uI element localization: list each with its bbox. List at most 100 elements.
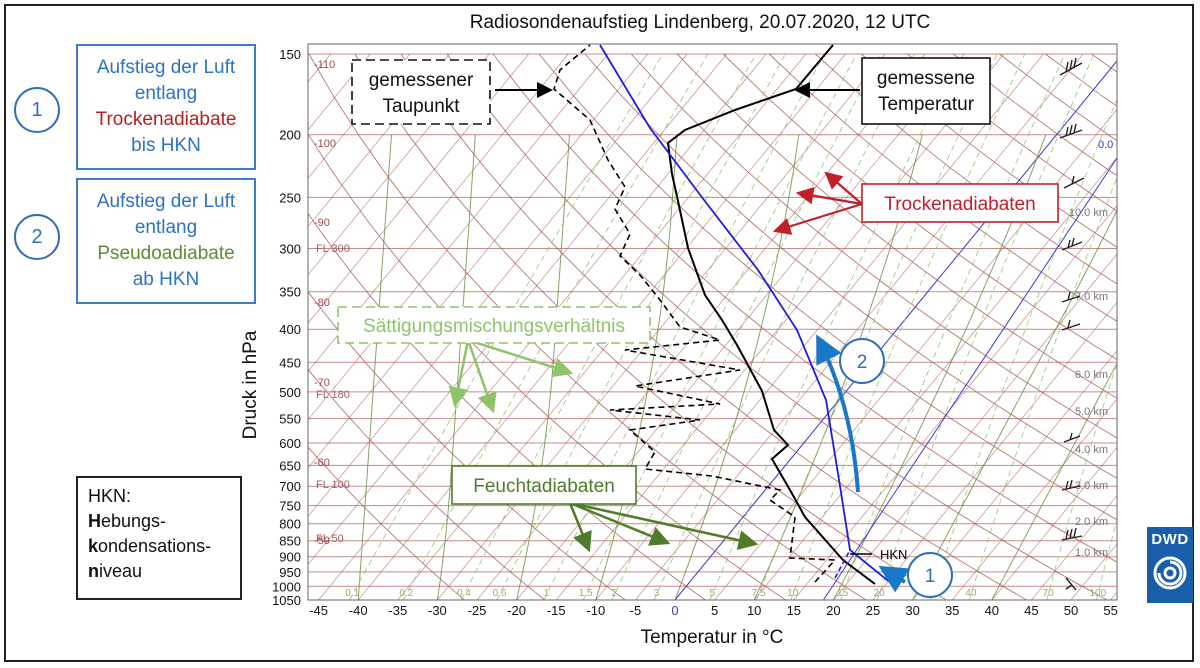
- temperature-tick-label: 35: [945, 603, 959, 618]
- mixing-ratio-tick-label: 7.5: [752, 588, 766, 599]
- mixing-ratio-tick-label: 5: [709, 588, 715, 599]
- temperature-label-line-1: gemessene: [877, 68, 975, 89]
- isotherm-line: [872, 301, 1117, 600]
- temperature-tick-label: -10: [586, 603, 605, 618]
- temperature-label-line-2: Temperatur: [878, 94, 975, 115]
- temperature-tick-label: 20: [826, 603, 840, 618]
- temperature-label-box: [861, 57, 991, 125]
- flight-level-label: FL 180: [316, 389, 350, 401]
- isotherm-line: [0, 54, 252, 600]
- pressure-tick-label: 450: [279, 355, 301, 370]
- pressure-tick-label: 850: [279, 534, 301, 549]
- step-1-circle: 1: [14, 87, 60, 133]
- mixing-ratio-line: [653, 53, 915, 600]
- temperature-tick-label: -25: [468, 603, 487, 618]
- moist-adiabat-line: [436, 134, 476, 600]
- temperature-tick-label: -35: [388, 603, 407, 618]
- temperature-tick-label: 25: [866, 603, 880, 618]
- profile-lines: [553, 44, 1117, 600]
- isotherm-line: [0, 54, 291, 600]
- theta-label: -90: [314, 217, 330, 229]
- dry-adiabat-line: [1138, 54, 1200, 600]
- axis-ticks: 1502002503003504004505005506006507007508…: [272, 47, 1118, 618]
- mixing-ratio-tick-label: 0.6: [493, 588, 507, 599]
- parcel-dew-line: [834, 549, 851, 579]
- dry-adiabat-line: [538, 53, 1117, 521]
- dry-adiabat-line: [400, 53, 1027, 600]
- isotherm-line: [1110, 591, 1117, 600]
- moist-adiabat-line: [595, 134, 678, 600]
- moist-adiabats-label: Feuchtadiabaten: [473, 476, 615, 497]
- isotherm-line: [0, 54, 212, 600]
- isotherm-line: [793, 205, 1117, 600]
- height-label: 4.0 km: [1075, 444, 1108, 456]
- dry-adiabat-line: [354, 53, 947, 600]
- mixing-ratio-tick-label: 20: [874, 588, 886, 599]
- wind-barbs: [1059, 57, 1085, 591]
- dry-adiabat-line: [722, 53, 1117, 360]
- pressure-tick-label: 500: [279, 385, 301, 400]
- mixing-ratio-line: [709, 53, 961, 600]
- isotherm-line: [555, 53, 1005, 600]
- y-axis-label: Druck in hPa: [240, 330, 261, 439]
- dwd-logo-text: DWD: [1151, 531, 1189, 548]
- dry-adiabat-arrow-2: [795, 186, 863, 206]
- dry-adiabat-line: [308, 53, 867, 600]
- chart-circle-1: [907, 552, 953, 598]
- chart-circle-2: [839, 338, 885, 384]
- mixing-arrow-3: [467, 338, 574, 378]
- dwd-swirl-icon: [1153, 556, 1187, 590]
- step-2-arrow: [816, 334, 860, 493]
- dewpoint-profile: [553, 44, 837, 583]
- dry-adiabat-line: [308, 290, 626, 600]
- temperature-tick-label: -5: [630, 603, 642, 618]
- isotherm-line: [635, 53, 1084, 600]
- dwd-logo: DWD: [1147, 527, 1193, 603]
- dry-adiabat-arrow-1: [824, 171, 863, 205]
- dry-adiabat-line: [308, 368, 546, 600]
- isotherm-line: [308, 53, 450, 228]
- mixing-ratio-tick-label: 0.2: [399, 588, 413, 599]
- mixing-ratio-tick-label: 1.5: [579, 588, 593, 599]
- isotherm-line: [1031, 495, 1117, 600]
- pressure-tick-label: 600: [279, 436, 301, 451]
- dry-adiabat-line: [768, 53, 1117, 322]
- theta-label: -60: [314, 457, 330, 469]
- pressure-tick-label: 650: [279, 458, 301, 473]
- mixing-ratio-line: [790, 53, 1026, 600]
- dry-adiabat-line: [308, 446, 465, 600]
- temperature-tick-label: -45: [309, 603, 328, 618]
- dry-adiabat-line: [676, 53, 1117, 399]
- dry-adiabat-line: [861, 53, 1117, 248]
- dry-adiabat-line: [308, 212, 706, 600]
- dry-adiabat-line: [308, 133, 786, 600]
- step-1-line-1: Aufstieg der Luft: [96, 57, 236, 78]
- mixing-ratio-tick-label: 2: [612, 588, 618, 599]
- mixing-ratio-tick-label: 70: [1043, 588, 1055, 599]
- dry-adiabats-label-box: [861, 183, 1059, 223]
- step-1-box: Aufstieg der Luft entlang Trockenadiabat…: [76, 44, 256, 170]
- pressure-tick-label: 1000: [272, 579, 301, 594]
- x-axis-label: Temperatur in °C: [641, 627, 784, 648]
- mixing-ratio-tick-label: 1: [544, 588, 550, 599]
- temperature-tick-label: 55: [1103, 603, 1117, 618]
- temperature-tick-label: 0: [671, 603, 678, 618]
- mixing-ratio-tick-label: 0.1: [345, 588, 359, 599]
- moist-arrow-2: [569, 501, 671, 546]
- plot-border: [307, 43, 1118, 601]
- moist-adiabats-label-box: [451, 465, 637, 505]
- moist-arrow-1: [568, 502, 592, 553]
- mixing-ratio-line: [840, 53, 1066, 600]
- pressure-tick-label: 750: [279, 499, 301, 514]
- height-label: 5.0 km: [1075, 406, 1108, 418]
- freezing-label: 0.0: [1098, 139, 1113, 151]
- isotherm-line: [308, 53, 490, 276]
- height-label: 6.0 km: [1075, 369, 1108, 381]
- moist-adiabat-line: [674, 134, 800, 600]
- mixing-ratio-line: [349, 53, 664, 600]
- pressure-tick-label: 950: [279, 565, 301, 580]
- step-2-line-4: ab HKN: [132, 269, 200, 290]
- pressure-tick-label: 200: [279, 128, 301, 143]
- isotherm-line: [595, 53, 1044, 600]
- mixing-ratio-tick-label: 100: [1089, 588, 1106, 599]
